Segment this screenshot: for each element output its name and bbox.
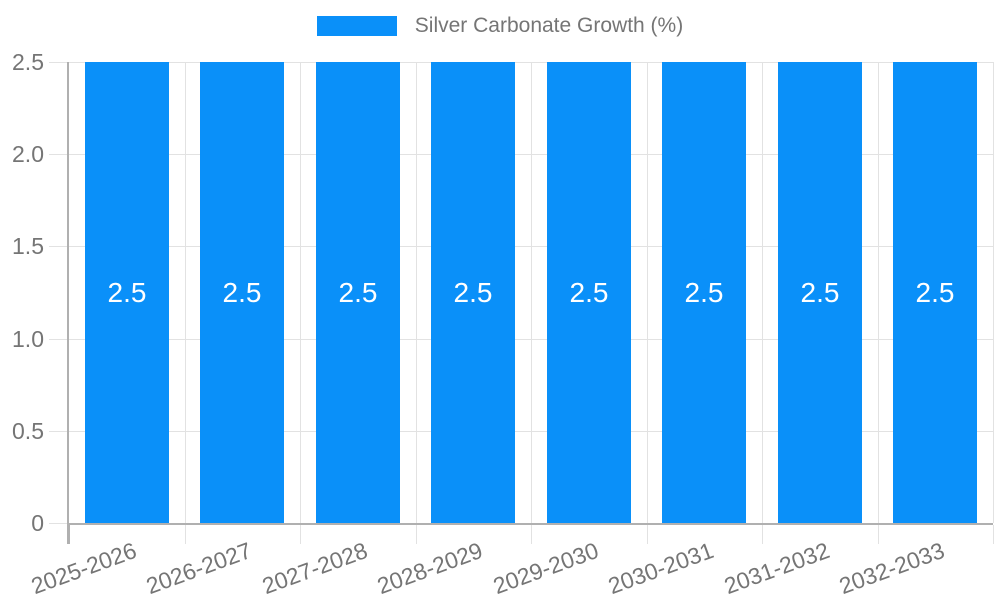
x-gridline bbox=[762, 62, 763, 523]
x-axis-tick bbox=[993, 525, 994, 544]
x-tick-label: 2031-2032 bbox=[720, 537, 833, 600]
y-axis-tick bbox=[49, 339, 69, 340]
y-axis-line bbox=[67, 62, 69, 544]
x-axis-line bbox=[69, 523, 993, 525]
bar[interactable] bbox=[431, 62, 515, 523]
bar[interactable] bbox=[778, 62, 862, 523]
bar-value-label: 2.5 bbox=[915, 277, 955, 308]
x-gridline bbox=[185, 62, 186, 523]
bar[interactable] bbox=[316, 62, 400, 523]
x-tick-label: 2032-2033 bbox=[835, 537, 949, 600]
x-axis-tick bbox=[878, 525, 879, 544]
x-tick-label: 2025-2026 bbox=[27, 537, 140, 600]
x-gridline bbox=[647, 62, 648, 523]
x-tick-label: 2028-2029 bbox=[373, 537, 487, 600]
x-gridline bbox=[300, 62, 301, 523]
y-tick-label: 2.0 bbox=[12, 141, 44, 167]
bar[interactable] bbox=[547, 62, 631, 523]
x-axis-tick bbox=[647, 525, 648, 544]
y-tick-label: 2.5 bbox=[12, 49, 44, 75]
bar-value-label: 2.5 bbox=[684, 277, 724, 308]
legend-label: Silver Carbonate Growth (%) bbox=[414, 14, 684, 37]
y-tick-label: 1.5 bbox=[12, 233, 44, 259]
bar[interactable] bbox=[85, 62, 169, 523]
x-gridline bbox=[878, 62, 879, 523]
bar-value-label: 2.5 bbox=[569, 277, 609, 308]
x-axis-tick bbox=[531, 525, 532, 544]
bar-value-label: 2.5 bbox=[453, 277, 493, 308]
bar-value-label: 2.5 bbox=[222, 277, 262, 308]
legend-swatch bbox=[316, 16, 397, 36]
y-axis-tick bbox=[49, 431, 69, 432]
bar[interactable] bbox=[893, 62, 977, 523]
x-axis-tick bbox=[185, 525, 186, 544]
x-axis-tick bbox=[69, 525, 70, 544]
legend[interactable]: Silver Carbonate Growth (%) bbox=[0, 14, 1000, 38]
bar-value-label: 2.5 bbox=[800, 277, 840, 308]
x-tick-label: 2027-2028 bbox=[258, 537, 371, 600]
y-tick-label: 0.5 bbox=[12, 418, 44, 444]
y-axis-tick bbox=[49, 246, 69, 247]
x-gridline bbox=[416, 62, 417, 523]
x-axis-tick bbox=[300, 525, 301, 544]
bar-value-label: 2.5 bbox=[338, 277, 378, 308]
x-axis-tick bbox=[416, 525, 417, 544]
x-axis-tick bbox=[762, 525, 763, 544]
y-axis-tick bbox=[49, 62, 69, 63]
bar-value-label: 2.5 bbox=[107, 277, 147, 308]
y-axis-tick bbox=[49, 154, 69, 155]
y-tick-label: 1.0 bbox=[12, 326, 44, 352]
x-gridline bbox=[531, 62, 532, 523]
x-gridline bbox=[993, 62, 994, 523]
x-tick-label: 2026-2027 bbox=[142, 537, 256, 600]
bar[interactable] bbox=[662, 62, 746, 523]
y-axis-tick bbox=[49, 523, 69, 524]
x-tick-label: 2030-2031 bbox=[604, 537, 718, 600]
y-tick-label: 0 bbox=[31, 510, 44, 536]
x-tick-label: 2029-2030 bbox=[489, 537, 602, 600]
bar[interactable] bbox=[200, 62, 284, 523]
